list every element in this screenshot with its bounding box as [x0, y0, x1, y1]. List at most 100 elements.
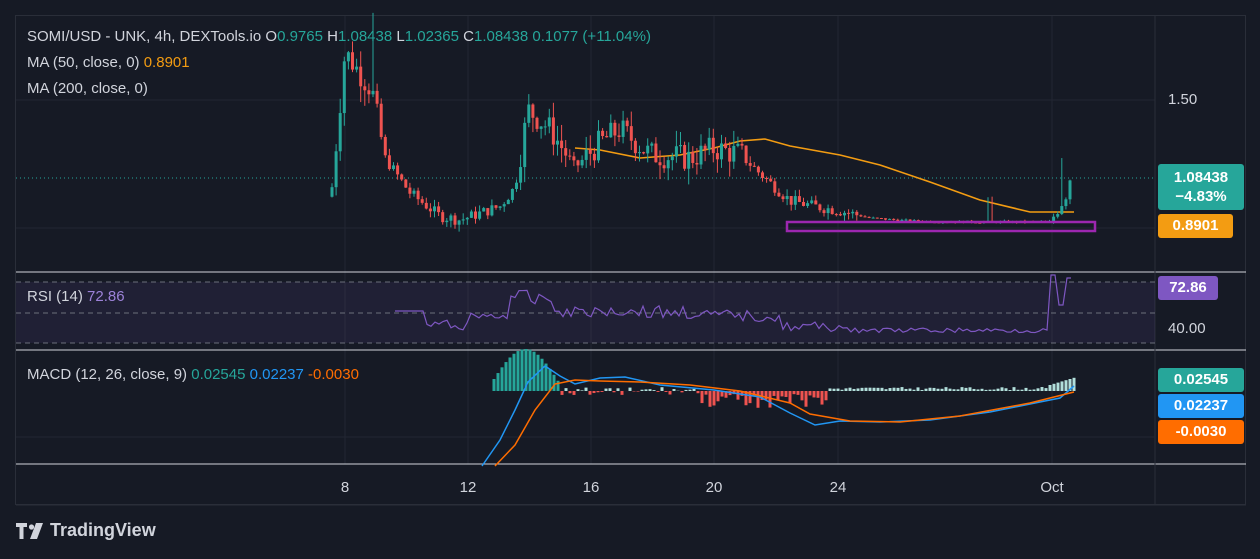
x-axis-label: 16 [583, 479, 600, 496]
tradingview-logo[interactable]: TradingView [16, 520, 156, 541]
candle-body [863, 216, 867, 218]
candle-body [400, 174, 404, 180]
macd-hist-bar [628, 387, 632, 391]
candle-body [756, 166, 760, 173]
macd-hist-bar [492, 379, 496, 391]
macd-hist-bar [876, 387, 880, 391]
macd-hist-value: 0.02545 [191, 366, 246, 383]
macd-hist-bar [644, 389, 648, 391]
candle-body [547, 117, 551, 127]
candle-body [342, 61, 346, 114]
macd-hist-bar [952, 389, 956, 391]
macd-hist-bar [764, 391, 768, 400]
x-axis-label: 12 [460, 479, 477, 496]
macd-hist-bar [1060, 381, 1064, 391]
candle-body [834, 214, 838, 216]
macd-hist-bar [792, 391, 796, 395]
candle-body [629, 126, 633, 141]
rsi-pane [16, 274, 1155, 344]
candle-body [875, 217, 879, 219]
macd-hist-bar [688, 389, 692, 391]
macd-hist-bar [528, 349, 532, 391]
candle-body [826, 208, 830, 214]
candle-body [781, 196, 785, 200]
x-axis-label: 20 [706, 479, 723, 496]
candle-body [363, 86, 367, 91]
candle-body [502, 204, 506, 207]
candle-body [621, 120, 625, 137]
macd-hist-bar [1044, 388, 1048, 391]
candle-body [888, 218, 892, 220]
candle-body [613, 122, 617, 136]
candle-body [843, 212, 846, 216]
macd-hist-bar [656, 391, 660, 392]
macd-hist-bar [1040, 387, 1044, 391]
candle-body [740, 143, 744, 146]
candle-body [556, 140, 559, 145]
candle-body [457, 220, 461, 225]
candle-body [699, 145, 703, 165]
candle-body [838, 214, 842, 216]
grid [16, 16, 1246, 506]
macd-hist-bar [740, 391, 744, 396]
current-price-value: 1.08438 [1173, 169, 1229, 186]
macd-hist-bar [1012, 387, 1016, 391]
macd-hist-bar [804, 391, 808, 407]
brand-name: TradingView [50, 520, 156, 540]
macd-hist-bar [636, 391, 640, 392]
macd-legend[interactable]: MACD (12, 26, close, 9) 0.02545 0.02237 … [27, 366, 359, 383]
macd-hist-bar [916, 387, 920, 391]
candle-body [412, 190, 416, 194]
macd-hist-bar [640, 389, 644, 391]
candle-body [879, 218, 883, 220]
candle-body [539, 126, 543, 129]
open-value: 0.9765 [277, 28, 323, 45]
candle-body [375, 90, 379, 104]
symbol-title: SOMI/USD - UNK, 4h, DEXTools.io [27, 28, 262, 45]
macd-hist-bar [752, 391, 756, 396]
candle-body [1060, 206, 1064, 215]
macd-hist-bar [796, 391, 800, 395]
macd-hist-bar [560, 391, 564, 395]
macd-hist-bar [824, 391, 828, 401]
rsi-badge: 72.86 [1158, 276, 1218, 300]
macd-hist-bar [556, 380, 560, 391]
macd-hist-bar [816, 391, 820, 398]
macd-hist-bar [588, 391, 592, 395]
candles [330, 12, 1072, 232]
macd-label: MACD (12, 26, close, 9) [27, 366, 188, 383]
candle-body [810, 200, 814, 204]
macd-hist-bar [776, 391, 780, 401]
candle-body [441, 212, 445, 223]
candle-body [584, 149, 588, 160]
ma50-price-badge: 0.8901 [1158, 214, 1233, 238]
macd-hist-bar [584, 387, 588, 391]
macd-hist-bar [832, 388, 836, 391]
macd-hist-bar [760, 391, 764, 400]
macd-hist-bar [1004, 388, 1008, 391]
ma50-legend[interactable]: MA (50, close, 0) 0.8901 [27, 54, 190, 71]
macd-hist-bar [1008, 389, 1012, 391]
rsi-value: 72.86 [87, 288, 125, 305]
open-label: O [265, 28, 278, 45]
candle-body [597, 130, 600, 161]
candle-body [797, 196, 801, 202]
candle-body [383, 136, 387, 156]
macd-hist-bar [720, 391, 724, 397]
candle-body [392, 165, 395, 170]
macd-hist-bar [716, 391, 720, 402]
candle-body [814, 200, 818, 205]
candle-body [908, 219, 912, 222]
candle-body [855, 211, 859, 216]
macd-hist-bar [920, 389, 924, 391]
macd-hist-bar [516, 351, 520, 391]
macd-hist-bar [780, 391, 784, 397]
macd-hist-bar [596, 391, 600, 393]
ma200-legend[interactable]: MA (200, close, 0) [27, 80, 148, 97]
macd-hist-bar [548, 368, 552, 391]
candle-body [523, 122, 527, 168]
macd-hist-bar [936, 388, 940, 391]
close-value: 1.08438 [473, 28, 529, 45]
rsi-legend[interactable]: RSI (14) 72.86 [27, 288, 125, 305]
